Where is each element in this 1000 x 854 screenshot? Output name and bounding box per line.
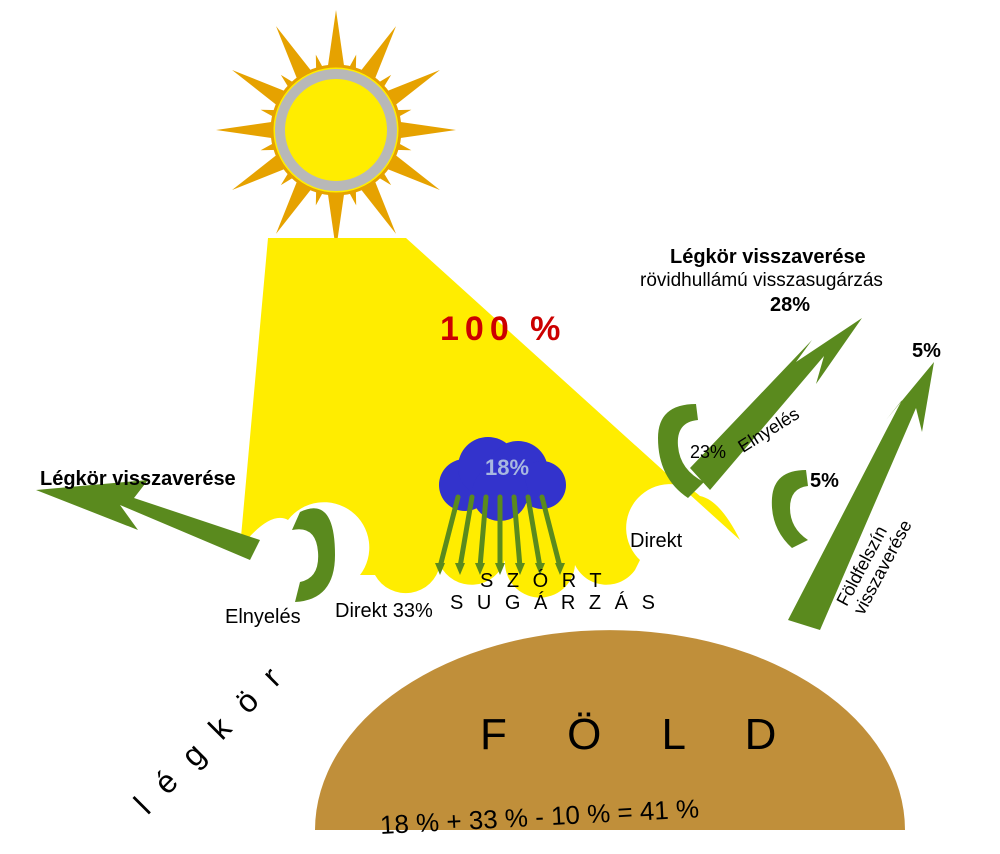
arrow-surface-small (772, 470, 808, 548)
arrow-atmo-reflect-left (36, 480, 260, 560)
atmo-reflect-right-l2: rövidhullámú visszasugárzás (640, 270, 883, 292)
direct-left: Direkt 33% (335, 600, 433, 622)
cloud-pct: 18% (485, 455, 529, 481)
incoming-percent: 100 % (440, 310, 566, 349)
earth-label: F Ö L D (480, 710, 800, 760)
atmo-reflect-right-l1: Légkör visszaverése (670, 246, 866, 269)
absorb-left: Elnyelés (225, 606, 301, 629)
arrow-absorb-left (292, 508, 335, 602)
surface-reflect-pct-top: 5% (912, 340, 941, 363)
scatter-line1: S Z Ó R T (480, 570, 606, 593)
scatter-line2: S U G Á R Z Á S (450, 592, 659, 615)
sun (216, 10, 456, 250)
surface-reflect-pct-bot: 5% (810, 470, 839, 493)
atmo-reflect-left: Légkör visszaverése (40, 468, 236, 491)
arrow-atmo-reflect-right (690, 318, 862, 490)
atmo-reflect-right-pct: 28% (770, 294, 810, 317)
absorb-right-pct: 23% (690, 442, 726, 463)
direct-right: Direkt (630, 530, 682, 553)
